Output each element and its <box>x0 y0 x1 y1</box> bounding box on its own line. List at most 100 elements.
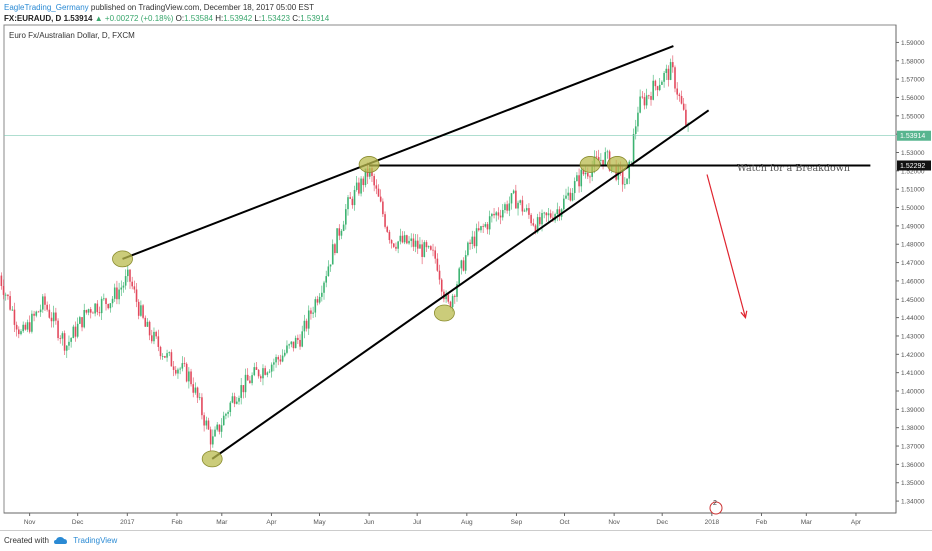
candle-body <box>663 72 665 82</box>
publish-line: EagleTrading_Germany published on Tradin… <box>4 2 932 13</box>
candle-body <box>626 178 628 185</box>
candle-body <box>100 298 103 314</box>
candle-body <box>682 103 685 110</box>
candle-body <box>656 86 659 91</box>
candle-body <box>621 169 624 185</box>
candle-body <box>318 296 321 303</box>
candle-body <box>486 224 489 230</box>
x-tick-label: Apr <box>851 519 862 526</box>
candle-body <box>203 415 205 426</box>
candle-body <box>81 317 83 328</box>
candle-body <box>140 305 142 316</box>
candle-body <box>242 385 245 393</box>
candle-body <box>573 181 576 194</box>
candle-body <box>632 134 635 162</box>
candle-body <box>600 159 602 161</box>
candle-body <box>124 276 127 286</box>
candle-body <box>46 304 48 310</box>
change-value: +0.00272 (+0.18%) <box>104 14 174 23</box>
candle-body <box>294 337 297 349</box>
candle-body <box>94 303 96 314</box>
candle-body <box>270 364 273 372</box>
candle-body <box>201 397 203 416</box>
pivot-marker <box>606 156 628 173</box>
low-label: L: <box>254 14 262 23</box>
candle-body <box>109 303 112 309</box>
created-with-label: Created with <box>4 536 49 545</box>
candle-body <box>334 244 336 254</box>
last-price: 1.53914 <box>63 14 93 23</box>
candle-body <box>345 209 347 225</box>
chart-area[interactable]: 1.590001.580001.570001.560001.550001.540… <box>0 24 932 530</box>
candle-body <box>299 339 301 347</box>
candle-body <box>292 341 295 349</box>
tradingview-brand[interactable]: TradingView <box>73 536 118 545</box>
candle-body <box>279 359 282 362</box>
candle-body <box>174 369 177 374</box>
candle-body <box>534 225 537 233</box>
candle-body <box>297 337 299 340</box>
y-tick-label: 1.45000 <box>901 297 925 304</box>
symbol-label: FX:EURAUD, D <box>4 14 62 23</box>
candle-body <box>253 367 256 376</box>
candle-body <box>268 371 271 373</box>
candle-body <box>421 244 423 257</box>
candle-body <box>325 276 327 283</box>
candle-body <box>401 235 404 243</box>
x-tick-label: Dec <box>656 519 668 526</box>
y-tick-label: 1.41000 <box>901 370 925 377</box>
candle-body <box>11 309 14 311</box>
y-tick-label: 1.39000 <box>901 407 925 414</box>
candle-body <box>307 310 310 329</box>
trendline-upper <box>122 45 674 260</box>
candle-body <box>382 201 384 215</box>
price-label: 1.53914 <box>897 130 931 141</box>
candle-body <box>338 228 341 236</box>
candle-body <box>545 212 548 216</box>
candle-body <box>491 213 493 217</box>
candle-body <box>83 310 86 328</box>
candle-body <box>504 204 506 211</box>
candle-body <box>240 385 242 398</box>
candle-body <box>52 312 55 322</box>
candle-body <box>571 193 574 201</box>
candle-body <box>458 268 460 285</box>
candle-body <box>360 178 362 194</box>
pivot-marker <box>358 156 380 173</box>
x-tick-label: May <box>313 519 326 526</box>
timeline-badge[interactable]: 2 <box>709 500 723 515</box>
plot-frame <box>3 24 897 514</box>
candle-body <box>120 287 123 290</box>
y-tick-label: 1.40000 <box>901 389 925 396</box>
x-tick-label: Oct <box>559 519 569 526</box>
candle-body <box>96 303 99 313</box>
candle-body <box>445 294 447 300</box>
y-tick-label: 1.36000 <box>901 462 925 469</box>
candle-body <box>639 96 641 113</box>
pivot-marker <box>579 156 601 173</box>
candle-body <box>419 244 421 249</box>
x-tick-label: Dec <box>72 519 84 526</box>
candle-body <box>634 126 637 135</box>
candle-body <box>305 320 308 329</box>
candle-body <box>676 88 678 95</box>
published-text: published on TradingView.com, December 1… <box>90 3 314 12</box>
candle-body <box>340 230 343 236</box>
candle-body <box>406 235 408 244</box>
candle-body <box>669 62 672 80</box>
candle-body <box>122 285 125 288</box>
candle-body <box>395 246 397 249</box>
candle-body <box>451 295 454 308</box>
price-label-text: 1.53914 <box>900 133 925 140</box>
candle-body <box>584 173 587 175</box>
candle-body <box>153 331 155 342</box>
candle-body <box>316 299 319 303</box>
candle-body <box>98 312 101 314</box>
author-link[interactable]: EagleTrading_Germany <box>4 3 89 12</box>
candle-body <box>582 169 585 175</box>
candle-body <box>249 380 251 384</box>
candle-body <box>373 175 375 186</box>
candle-body <box>255 367 258 370</box>
x-tick-label: Jun <box>364 519 375 526</box>
candle-body <box>231 396 234 403</box>
